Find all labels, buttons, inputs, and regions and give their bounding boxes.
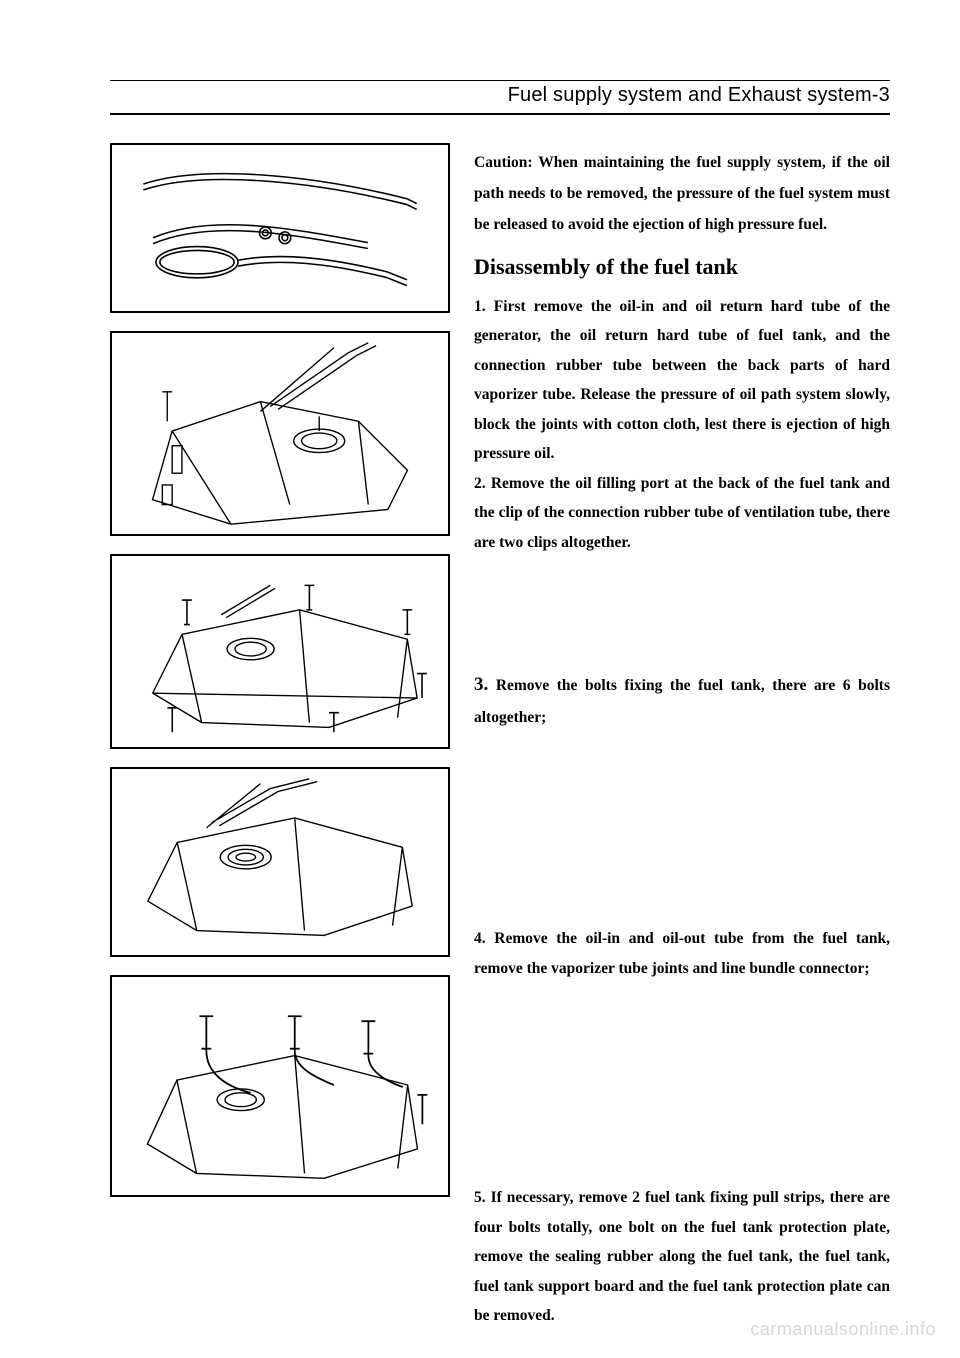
watermark: carmanualsonline.info — [750, 1319, 936, 1340]
step-1: 1. First remove the oil-in and oil retur… — [474, 292, 890, 469]
spacer-before-step-5 — [474, 983, 890, 1183]
fuel-tank-strips-icon — [112, 977, 448, 1195]
spacer-before-step-3 — [474, 557, 890, 667]
page: Fuel supply system and Exhaust system-3 — [0, 0, 960, 1358]
figure-column — [110, 143, 450, 1331]
page-header: Fuel supply system and Exhaust system-3 — [110, 84, 890, 115]
figure-fuel-tank-lines — [110, 767, 450, 957]
fuel-tank-lines-icon — [112, 769, 448, 955]
section-title: Disassembly of the fuel tank — [474, 254, 890, 280]
header-rule-top — [110, 80, 890, 81]
step-3: 3. Remove the bolts fixing the fuel tank… — [474, 667, 890, 733]
text-column: Caution: When maintaining the fuel suppl… — [474, 143, 890, 1331]
step-2: 2. Remove the oil filling port at the ba… — [474, 469, 890, 557]
content-columns: Caution: When maintaining the fuel suppl… — [110, 143, 890, 1331]
step-4: 4. Remove the oil-in and oil-out tube fr… — [474, 924, 890, 983]
figure-exhaust-pipes — [110, 143, 450, 313]
fuel-tank-filler-icon — [112, 333, 448, 534]
fuel-tank-bolts-icon — [112, 556, 448, 747]
figure-fuel-tank-strips — [110, 975, 450, 1197]
exhaust-pipes-icon — [112, 145, 448, 311]
step-5: 5. If necessary, remove 2 fuel tank fixi… — [474, 1183, 890, 1330]
step-3-text: Remove the bolts fixing the fuel tank, t… — [474, 677, 890, 726]
step-3-number: 3. — [474, 674, 488, 695]
caution-paragraph: Caution: When maintaining the fuel suppl… — [474, 147, 890, 240]
spacer-before-step-4 — [474, 732, 890, 924]
header-title: Fuel supply system and Exhaust system-3 — [110, 84, 890, 107]
figure-fuel-tank-bolts — [110, 554, 450, 749]
figure-fuel-tank-filler — [110, 331, 450, 536]
